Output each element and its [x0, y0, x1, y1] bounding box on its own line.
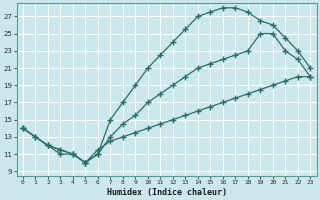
X-axis label: Humidex (Indice chaleur): Humidex (Indice chaleur) — [107, 188, 227, 197]
